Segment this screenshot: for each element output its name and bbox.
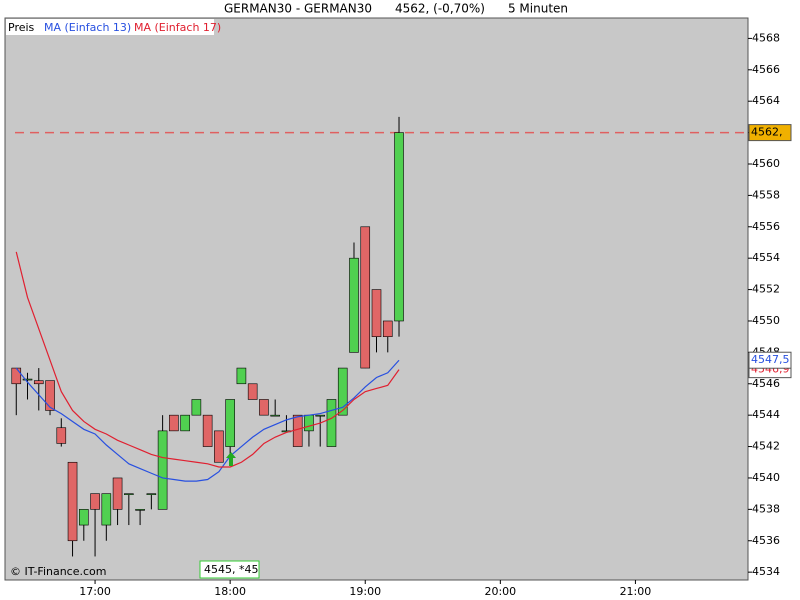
candle-body [382,320,393,337]
candle-body [22,378,33,381]
y-tick-label: 4566 [752,63,780,76]
y-tick-label: 4550 [752,314,780,327]
x-tick-label: 21:00 [620,585,652,598]
candle-body [247,383,258,400]
candle-body [315,414,326,417]
candle-body [135,509,145,511]
candle-body [33,380,44,385]
chart-subtitle: 4562, (-0,70%) [395,2,485,16]
candle-body [180,414,190,432]
ma-last-box [748,351,792,369]
candle-body [371,289,382,337]
x-tick-label: 20:00 [484,585,516,598]
candle-body [101,493,112,526]
last-price-label: 4562, [751,126,783,139]
candle-body [146,493,157,495]
y-tick-label: 4564 [752,94,780,107]
candle-body [236,367,247,385]
candle-body [112,477,123,510]
y-tick-label: 4542 [752,440,780,453]
candle-body [90,493,100,510]
y-tick-label: 4568 [752,31,780,44]
y-tick-label: 4558 [752,188,780,201]
ma-last-label: 4547,5 [751,353,790,366]
cursor-box [199,560,260,579]
y-tick-label: 4538 [752,502,780,515]
candle-body [124,493,134,495]
x-tick-label: 18:00 [214,585,246,598]
legend-entry: MA (Einfach 13) [44,21,131,34]
candle-body [326,399,337,447]
legend-entry: MA (Einfach 17) [134,21,221,34]
candle-body [337,367,348,416]
x-tick-label: 17:00 [79,585,111,598]
candle-body [270,414,280,417]
ma-line [15,251,400,468]
candle-body [360,226,371,369]
candle-body [67,461,78,542]
candle-body [56,427,67,444]
interval: 5 Minuten [508,2,568,16]
legend-price: Preis [8,21,35,34]
candle-body [225,399,235,447]
y-tick-label: 4556 [752,220,780,233]
y-tick-label: 4544 [752,408,780,421]
signal-arrow [226,452,236,466]
y-tick-label: 4540 [752,471,780,484]
y-tick-label: 4560 [752,157,780,170]
x-tick-label: 19:00 [349,585,381,598]
candle-body [191,399,202,416]
candle-body [304,414,314,432]
candle-body [292,414,303,447]
candle-body [394,132,404,322]
last-price-box [748,124,792,142]
candle-body [349,257,359,353]
candle-body [11,367,22,385]
y-tick-label: 4546 [752,377,780,390]
y-tick-label: 4554 [752,251,780,264]
candle-body [214,430,224,463]
y-tick-label: 4534 [752,565,780,578]
candle-body [169,414,179,432]
candle-body [157,430,168,510]
ma-line [15,359,400,482]
candle-body [79,509,89,526]
chart-title: GERMAN30 - GERMAN30 [224,2,372,16]
y-tick-label: 4536 [752,534,780,547]
footer: © IT-Finance.com [10,565,107,578]
cursor-label: 4545, *45 [204,563,258,576]
candle-body [259,399,269,416]
candle-body [202,414,213,447]
candle-body [45,380,55,411]
y-tick-label: 4552 [752,283,780,296]
legend-box [6,19,214,35]
